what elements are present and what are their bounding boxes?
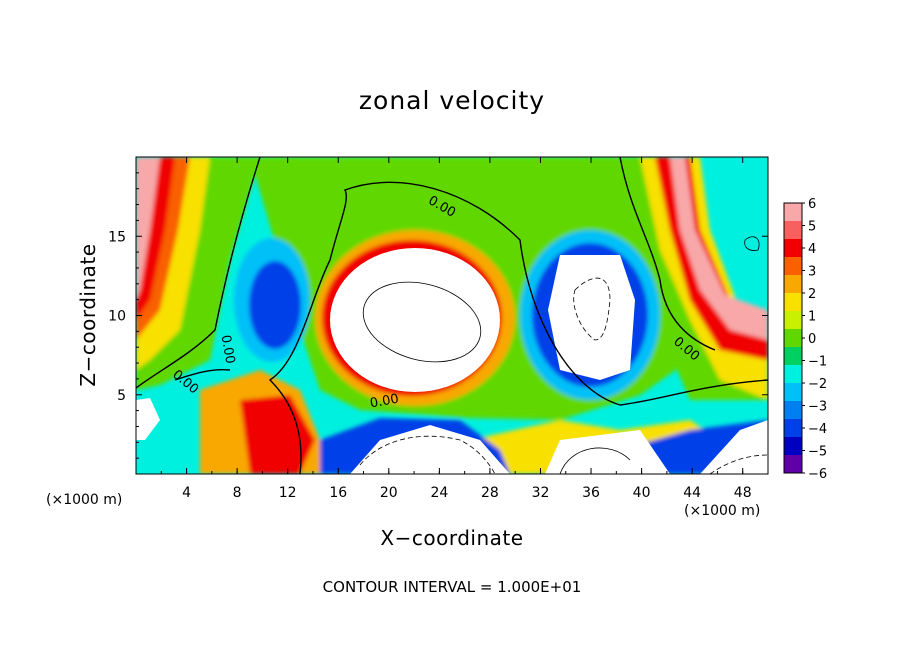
colorbar-swatch xyxy=(784,239,802,258)
x-tick-label: 16 xyxy=(329,485,347,501)
colorbar-swatch xyxy=(784,275,802,294)
colorbar-label: 5 xyxy=(808,220,816,235)
colorbar-label: 3 xyxy=(808,265,816,280)
x-tick-label: 36 xyxy=(582,485,600,501)
colorbar-label: 0 xyxy=(808,332,816,347)
colorbar-label: 6 xyxy=(808,197,816,212)
contour-interval-note: CONTOUR INTERVAL = 1.000E+01 xyxy=(322,578,582,596)
colorbar-swatch xyxy=(784,293,802,312)
colorbar-swatch xyxy=(784,329,802,348)
colorbar-swatch xyxy=(784,455,802,474)
x-tick-label: 44 xyxy=(683,485,701,501)
y-axis: 5 10 15 xyxy=(108,172,768,459)
x-tick-label: 4 xyxy=(182,485,191,501)
colorbar-label: −5 xyxy=(808,445,827,460)
inner-contours xyxy=(359,236,768,474)
x-unit-label-right: (×1000 m) xyxy=(684,503,761,519)
x-unit-label-left: (×1000 m) xyxy=(46,492,123,508)
colorbar-swatch xyxy=(784,383,802,402)
colorbar-label: 4 xyxy=(808,242,816,257)
colorbar-swatch xyxy=(784,221,802,240)
colorbar-label: −4 xyxy=(808,422,827,437)
contour-label: 0.00 xyxy=(218,334,238,365)
colorbar-swatch xyxy=(784,311,802,330)
colorbar-label: −3 xyxy=(808,400,827,415)
y-axis-label: Z−coordinate xyxy=(76,243,100,387)
colorbar-swatch xyxy=(784,347,802,366)
x-tick-label: 24 xyxy=(430,485,448,501)
y-tick-label: 5 xyxy=(117,388,126,404)
colorbar-label: 2 xyxy=(808,287,816,302)
colorbar-swatch xyxy=(784,365,802,384)
colorbar: 6 5 4 3 2 1 0 −1 −2 −3 −4 −5 −6 xyxy=(783,197,827,482)
x-tick-label: 20 xyxy=(380,485,398,501)
colorbar-swatch xyxy=(784,401,802,420)
x-axis: 4 8 12 16 20 24 28 32 36 40 44 48 xyxy=(160,157,752,501)
x-tick-label: 12 xyxy=(279,485,297,501)
x-tick-label: 8 xyxy=(233,485,242,501)
colorbar-swatch xyxy=(784,419,802,438)
colorbar-swatch xyxy=(784,437,802,456)
x-tick-label: 40 xyxy=(633,485,651,501)
contour-label: 0.00 xyxy=(369,392,400,412)
colorbar-label: −2 xyxy=(808,377,827,392)
x-tick-label: 48 xyxy=(734,485,752,501)
chart-title: zonal velocity xyxy=(358,86,546,115)
colorbar-label: 1 xyxy=(808,310,816,325)
contour-lines xyxy=(136,157,768,474)
x-tick-label: 32 xyxy=(532,485,550,501)
colorbar-label: −6 xyxy=(808,467,827,482)
colorbar-label: −1 xyxy=(808,355,827,370)
x-tick-label: 28 xyxy=(481,485,499,501)
y-tick-label: 15 xyxy=(108,229,126,245)
colorbar-swatch xyxy=(784,203,802,222)
y-tick-label: 10 xyxy=(108,309,126,325)
x-axis-label: X−coordinate xyxy=(380,526,524,550)
colorbar-swatch xyxy=(784,257,802,276)
field-layers xyxy=(136,157,768,474)
